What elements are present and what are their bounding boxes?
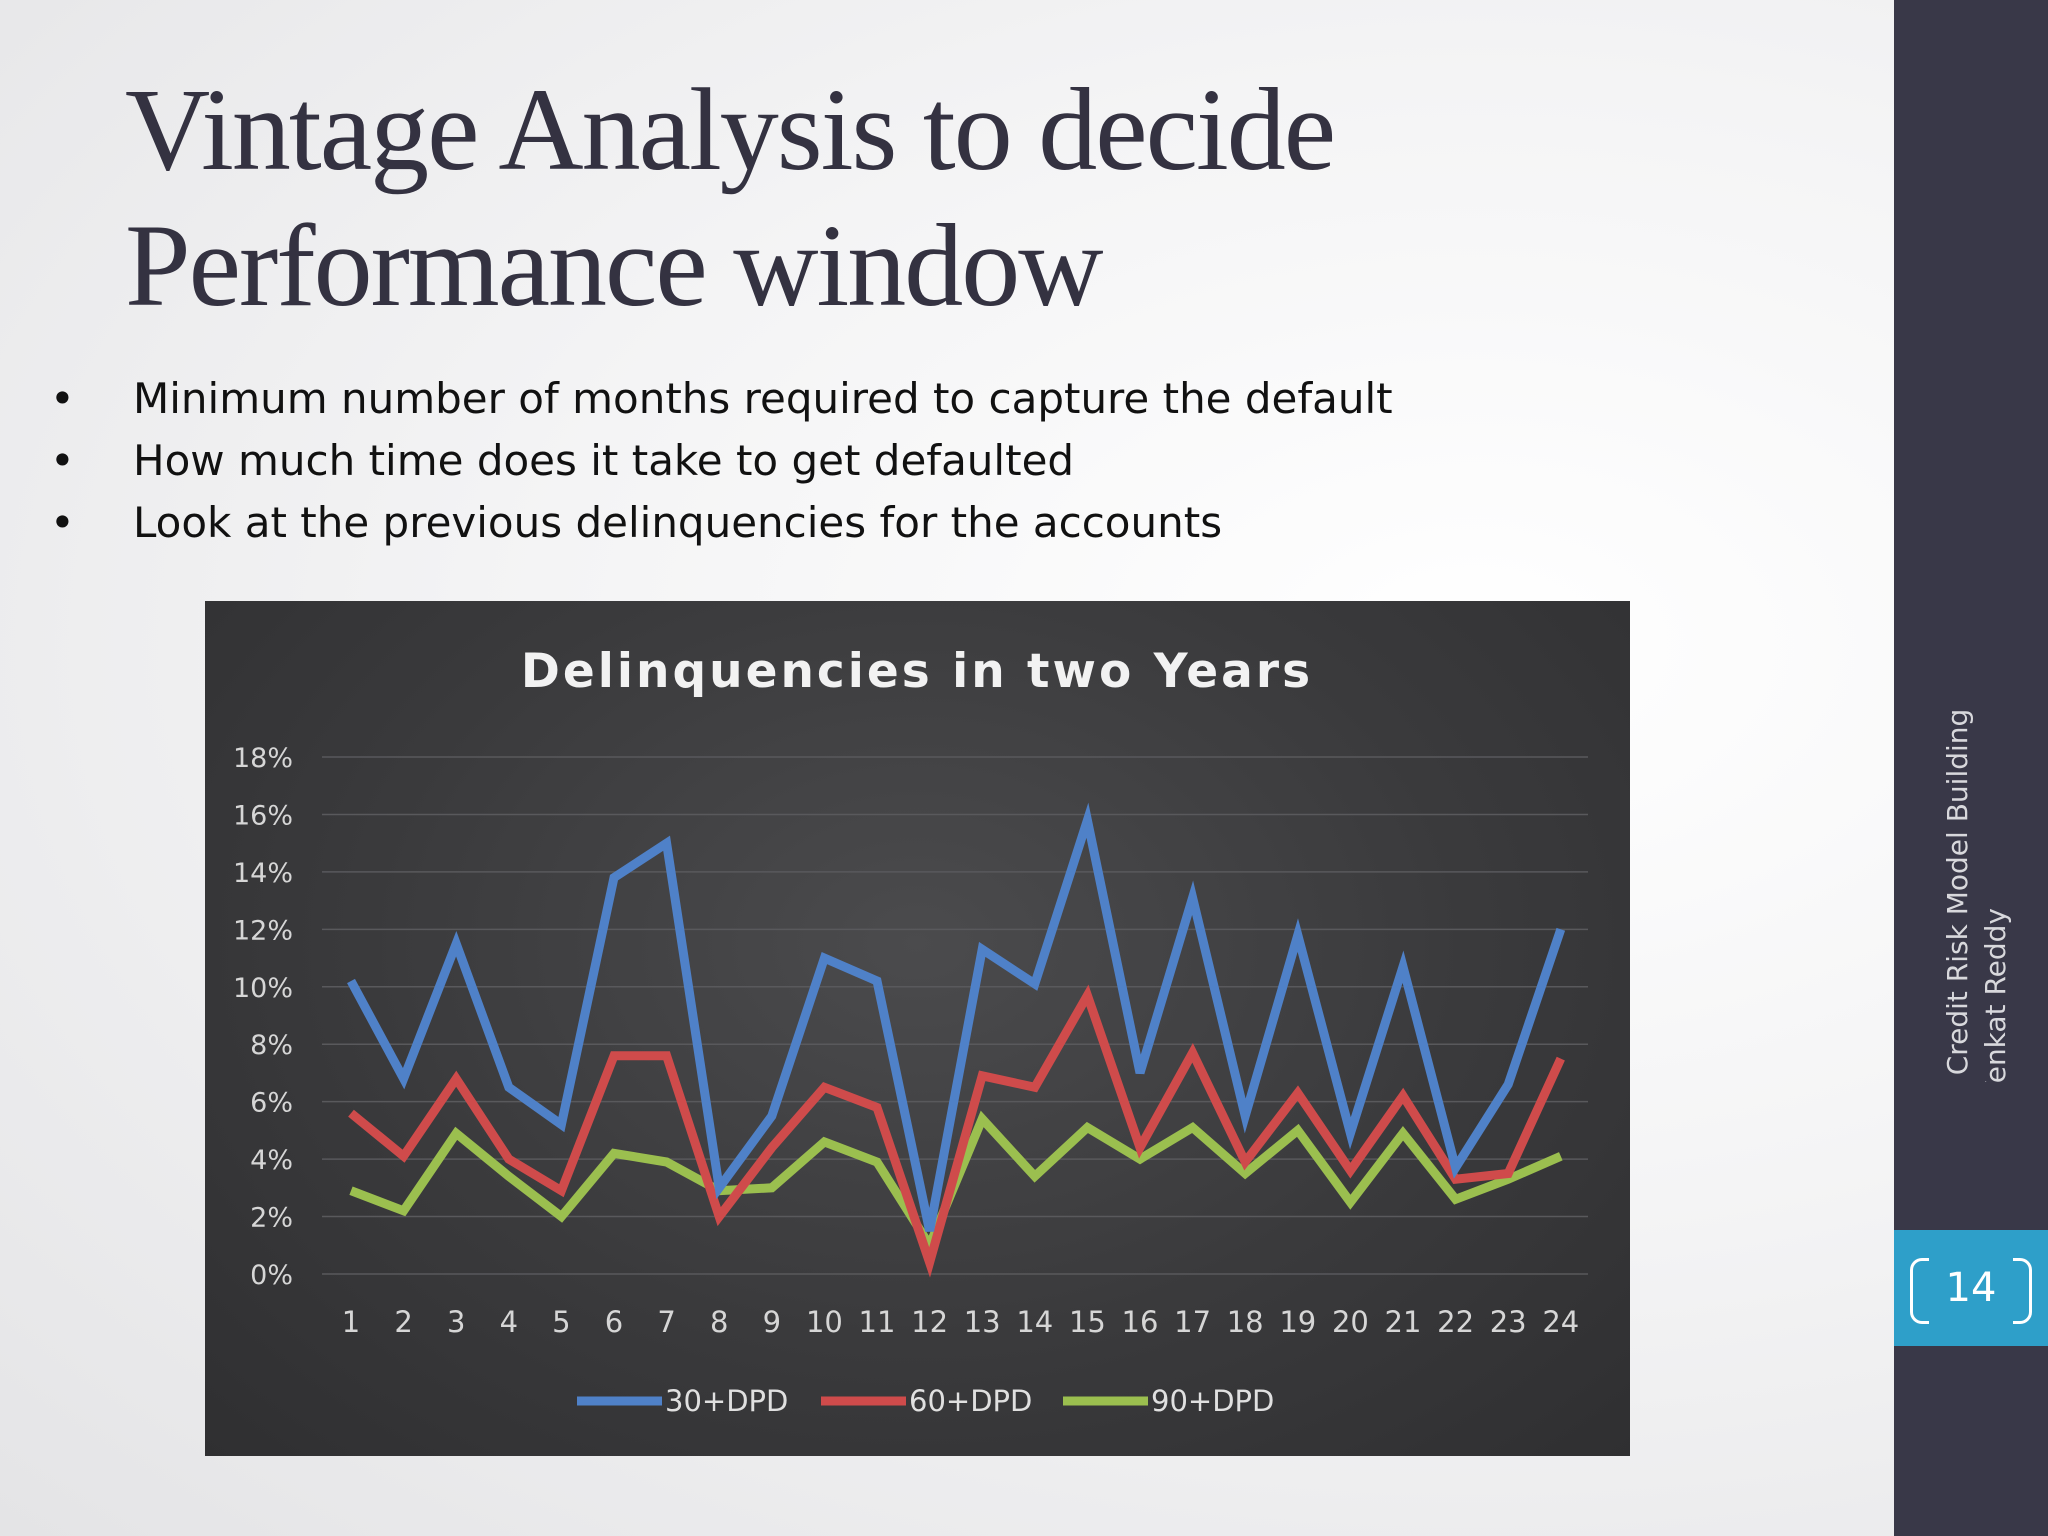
legend-label: 90+DPD bbox=[1151, 1384, 1274, 1418]
x-tick-label: 23 bbox=[1490, 1305, 1527, 1339]
left-brace-decoration bbox=[1910, 1258, 1929, 1324]
footer-credit: Credit Risk Model Building Venkat Reddy bbox=[1935, 702, 2025, 1082]
slide-title-line-1: Vintage Analysis to decide bbox=[125, 64, 1336, 195]
x-tick-label: 13 bbox=[964, 1305, 1001, 1339]
bullet-item: Look at the previous delinquencies for t… bbox=[50, 492, 1393, 554]
x-tick-label: 17 bbox=[1174, 1305, 1211, 1339]
right-brace-decoration bbox=[2013, 1258, 2032, 1324]
x-tick-label: 16 bbox=[1122, 1305, 1159, 1339]
series-line bbox=[347, 802, 1566, 1232]
chart-legend: 30+DPD 60+DPD 90+DPD bbox=[577, 1384, 1274, 1418]
page-number: 14 bbox=[1945, 1265, 1997, 1311]
legend-label: 60+DPD bbox=[909, 1384, 1032, 1418]
y-tick-label: 14% bbox=[233, 858, 293, 889]
x-tick-label: 8 bbox=[710, 1305, 728, 1339]
x-tick-label: 21 bbox=[1385, 1305, 1422, 1339]
x-tick-label: 18 bbox=[1227, 1305, 1264, 1339]
x-tick-label: 2 bbox=[394, 1305, 412, 1339]
y-axis-ticks: 0% 2% 4% 6% 8% 10% 12% 14% 16% 18% bbox=[233, 743, 293, 1291]
y-tick-label: 10% bbox=[233, 973, 293, 1004]
x-tick-label: 6 bbox=[605, 1305, 623, 1339]
footer-line-1: Credit Risk Model Building bbox=[1941, 709, 1974, 1076]
y-tick-label: 6% bbox=[250, 1088, 293, 1119]
legend-label: 30+DPD bbox=[665, 1384, 788, 1418]
y-tick-label: 18% bbox=[233, 743, 293, 774]
bullet-item: Minimum number of months required to cap… bbox=[50, 368, 1393, 430]
x-tick-label: 19 bbox=[1279, 1305, 1316, 1339]
x-tick-label: 7 bbox=[657, 1305, 675, 1339]
y-tick-label: 16% bbox=[233, 800, 293, 831]
y-tick-label: 0% bbox=[250, 1260, 293, 1291]
x-tick-label: 4 bbox=[500, 1305, 518, 1339]
slide-title: Vintage Analysis to decide Performance w… bbox=[125, 62, 1625, 334]
y-tick-label: 12% bbox=[233, 915, 293, 946]
x-tick-label: 1 bbox=[342, 1305, 360, 1339]
chart-title: Delinquencies in two Years bbox=[521, 644, 1313, 699]
chart-container: Delinquencies in two Years 0% 2% 4% 6% 8% 10%… bbox=[205, 601, 1630, 1456]
y-tick-label: 8% bbox=[250, 1030, 293, 1061]
footer-line-2: Venkat Reddy bbox=[1979, 908, 2012, 1082]
grid-lines bbox=[322, 756, 1588, 1275]
y-tick-label: 2% bbox=[250, 1203, 293, 1234]
series-line bbox=[348, 984, 1565, 1278]
x-tick-label: 3 bbox=[447, 1305, 465, 1339]
line-chart: Delinquencies in two Years 0%2%4%6%8%10%… bbox=[233, 644, 1588, 1418]
x-tick-label: 5 bbox=[552, 1305, 570, 1339]
x-tick-label: 9 bbox=[763, 1305, 781, 1339]
x-axis-ticks: 1 2 3 4 5 6 7 8 9 10 11 12 13 14 15 16 17 18 19 20 21 22 23 24 bbox=[342, 1305, 1579, 1339]
x-tick-label: 14 bbox=[1016, 1305, 1053, 1339]
series-lines bbox=[347, 802, 1566, 1278]
x-tick-label: 20 bbox=[1332, 1305, 1369, 1339]
bullet-item: How much time does it take to get defaul… bbox=[50, 430, 1393, 492]
x-tick-label: 10 bbox=[806, 1305, 843, 1339]
x-tick-label: 12 bbox=[911, 1305, 948, 1339]
slide-title-line-2: Performance window bbox=[125, 200, 1104, 331]
x-tick-label: 11 bbox=[859, 1305, 896, 1339]
bullet-list: Minimum number of months required to cap… bbox=[50, 368, 1393, 554]
x-tick-label: 24 bbox=[1542, 1305, 1579, 1339]
y-tick-label: 4% bbox=[250, 1145, 293, 1176]
x-tick-label: 15 bbox=[1069, 1305, 1106, 1339]
x-tick-label: 22 bbox=[1437, 1305, 1474, 1339]
page-number-badge: 14 bbox=[1894, 1230, 2048, 1346]
